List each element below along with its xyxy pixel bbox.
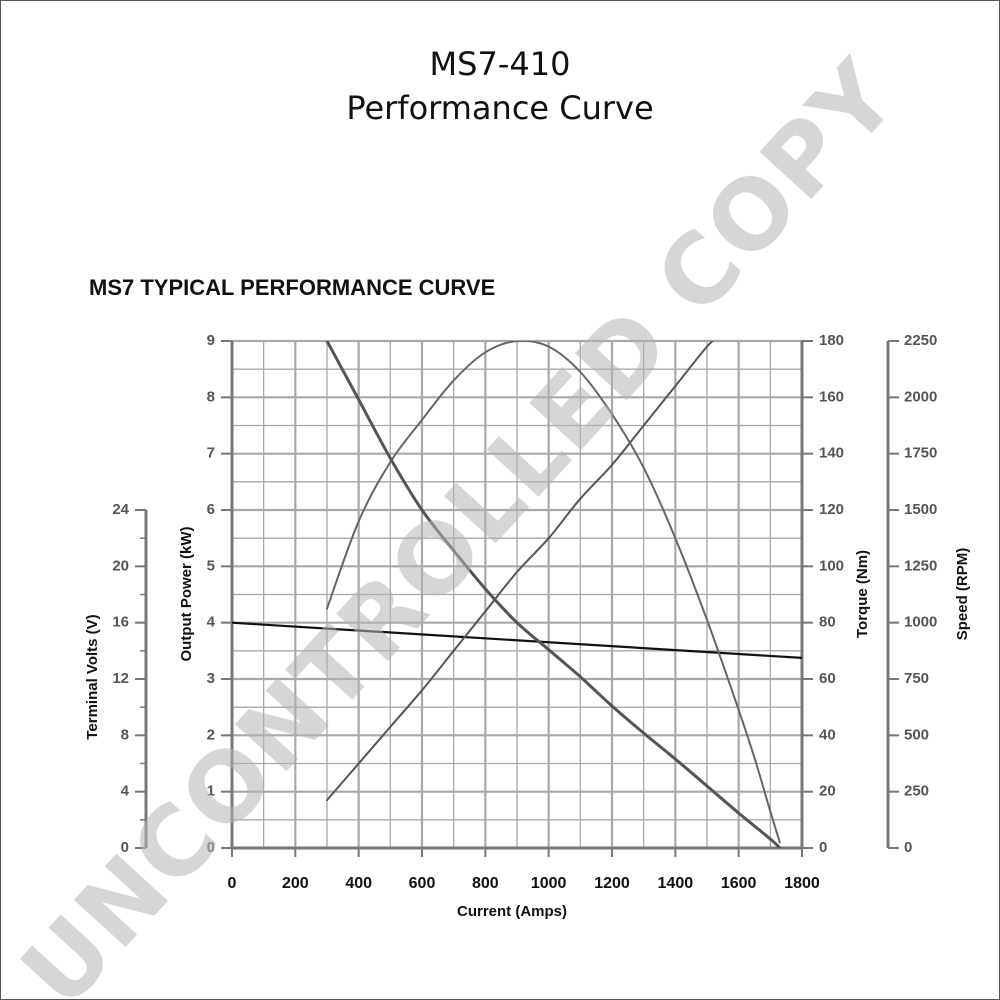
torque-tick-label: 0 <box>819 839 827 856</box>
speed-tick-label: 500 <box>904 726 929 743</box>
speed-axis-label: Speed (RPM) <box>954 548 971 641</box>
speed-tick-label: 0 <box>904 839 912 856</box>
page-subtitle: Performance Curve <box>346 89 654 127</box>
torque-tick-label: 40 <box>819 726 836 743</box>
chart-curves <box>232 341 802 848</box>
power-axis-label: Output Power (kW) <box>178 527 195 662</box>
speed-tick-label: 1000 <box>904 614 937 631</box>
volts-tick-label: 8 <box>121 726 129 743</box>
volts-tick-label: 4 <box>121 783 130 800</box>
curve-group <box>232 341 802 848</box>
power-tick-label: 9 <box>207 332 215 349</box>
volts-tick-label: 20 <box>112 557 129 574</box>
current-tick-label: 400 <box>345 875 372 892</box>
torque-curve <box>326 341 714 802</box>
current-tick-label: 1200 <box>594 875 630 892</box>
current-tick-label: 1000 <box>531 875 567 892</box>
power-tick-label: 2 <box>207 726 215 743</box>
speed-tick-label: 1500 <box>904 501 937 518</box>
torque-tick-label: 20 <box>819 783 836 800</box>
volts-tick-label: 16 <box>112 614 129 631</box>
power-tick-label: 3 <box>207 670 215 687</box>
current-tick-label: 1400 <box>658 875 694 892</box>
torque-axis-label: Torque (Nm) <box>854 550 871 638</box>
volts-tick-label: 24 <box>112 501 129 518</box>
current-axis-label: Current (Amps) <box>457 903 567 920</box>
volts-axis-label: Terminal Volts (V) <box>84 614 101 739</box>
current-tick-label: 200 <box>282 875 309 892</box>
torque-tick-label: 140 <box>819 445 844 462</box>
power-tick-label: 7 <box>207 445 215 462</box>
current-tick-label: 1600 <box>721 875 757 892</box>
power-tick-label: 5 <box>207 557 215 574</box>
power-tick-label: 8 <box>207 388 215 405</box>
voltage-curve <box>232 621 802 659</box>
torque-tick-label: 80 <box>819 614 836 631</box>
speed-tick-label: 750 <box>904 670 929 687</box>
current-tick-label: 1800 <box>784 875 820 892</box>
speed-tick-label: 2250 <box>904 332 937 349</box>
current-tick-label: 800 <box>472 875 499 892</box>
torque-tick-label: 60 <box>819 670 836 687</box>
power-tick-label: 6 <box>207 501 215 518</box>
current-tick-label: 0 <box>228 875 237 892</box>
volts-tick-label: 0 <box>121 839 129 856</box>
speed-tick-label: 2000 <box>904 388 937 405</box>
torque-tick-label: 160 <box>819 388 844 405</box>
page-title: MS7-410 <box>429 45 571 83</box>
power-tick-label: 1 <box>207 783 215 800</box>
speed-tick-label: 250 <box>904 783 929 800</box>
chart-heading: MS7 TYPICAL PERFORMANCE CURVE <box>89 275 496 300</box>
power-tick-label: 4 <box>207 614 216 631</box>
torque-tick-label: 180 <box>819 332 844 349</box>
current-tick-label: 600 <box>409 875 436 892</box>
watermark-text: UNCONTROLLED COPY <box>1 39 919 999</box>
power-curve <box>326 341 781 844</box>
torque-tick-label: 120 <box>819 501 844 518</box>
watermark: UNCONTROLLED COPY <box>1 39 919 999</box>
speed-tick-label: 1250 <box>904 557 937 574</box>
volts-tick-label: 12 <box>112 670 129 687</box>
speed-curve <box>325 341 782 848</box>
power-tick-label: 0 <box>207 839 215 856</box>
torque-tick-label: 100 <box>819 557 844 574</box>
speed-tick-label: 1750 <box>904 445 937 462</box>
